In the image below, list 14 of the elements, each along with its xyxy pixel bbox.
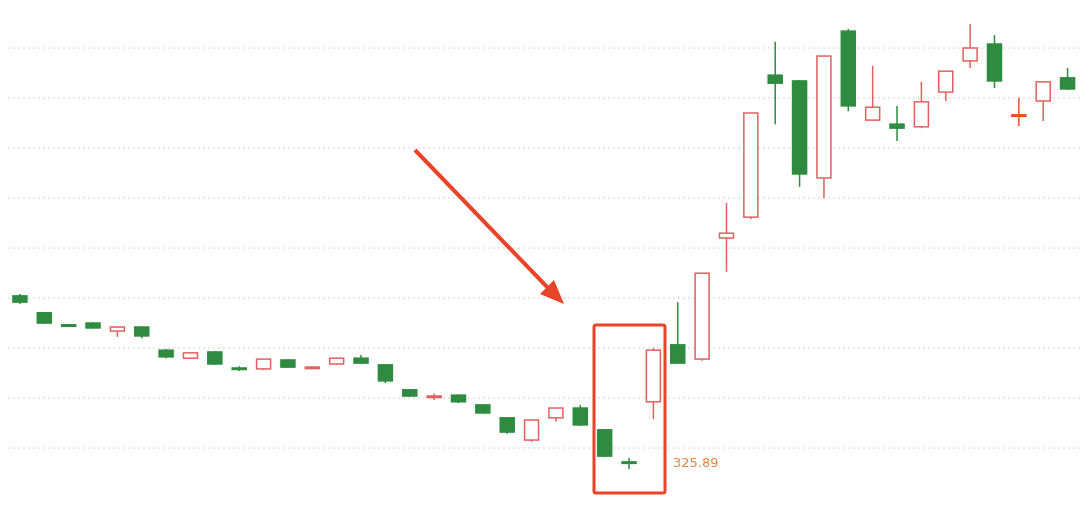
- candlestick: [1011, 97, 1027, 127]
- candlestick: [523, 419, 540, 443]
- candlestick: [621, 457, 637, 469]
- candlestick: [1059, 67, 1076, 91]
- annotation: 325.89: [673, 455, 719, 470]
- candlestick: [718, 202, 735, 273]
- candlestick: [572, 404, 589, 427]
- candlestick: [962, 24, 978, 69]
- candlestick: [1035, 81, 1051, 122]
- candlestick: [889, 105, 905, 142]
- candlestick: [938, 70, 954, 102]
- candlestick: [864, 65, 881, 122]
- candlestick: [767, 41, 783, 125]
- candlestick: [670, 301, 686, 365]
